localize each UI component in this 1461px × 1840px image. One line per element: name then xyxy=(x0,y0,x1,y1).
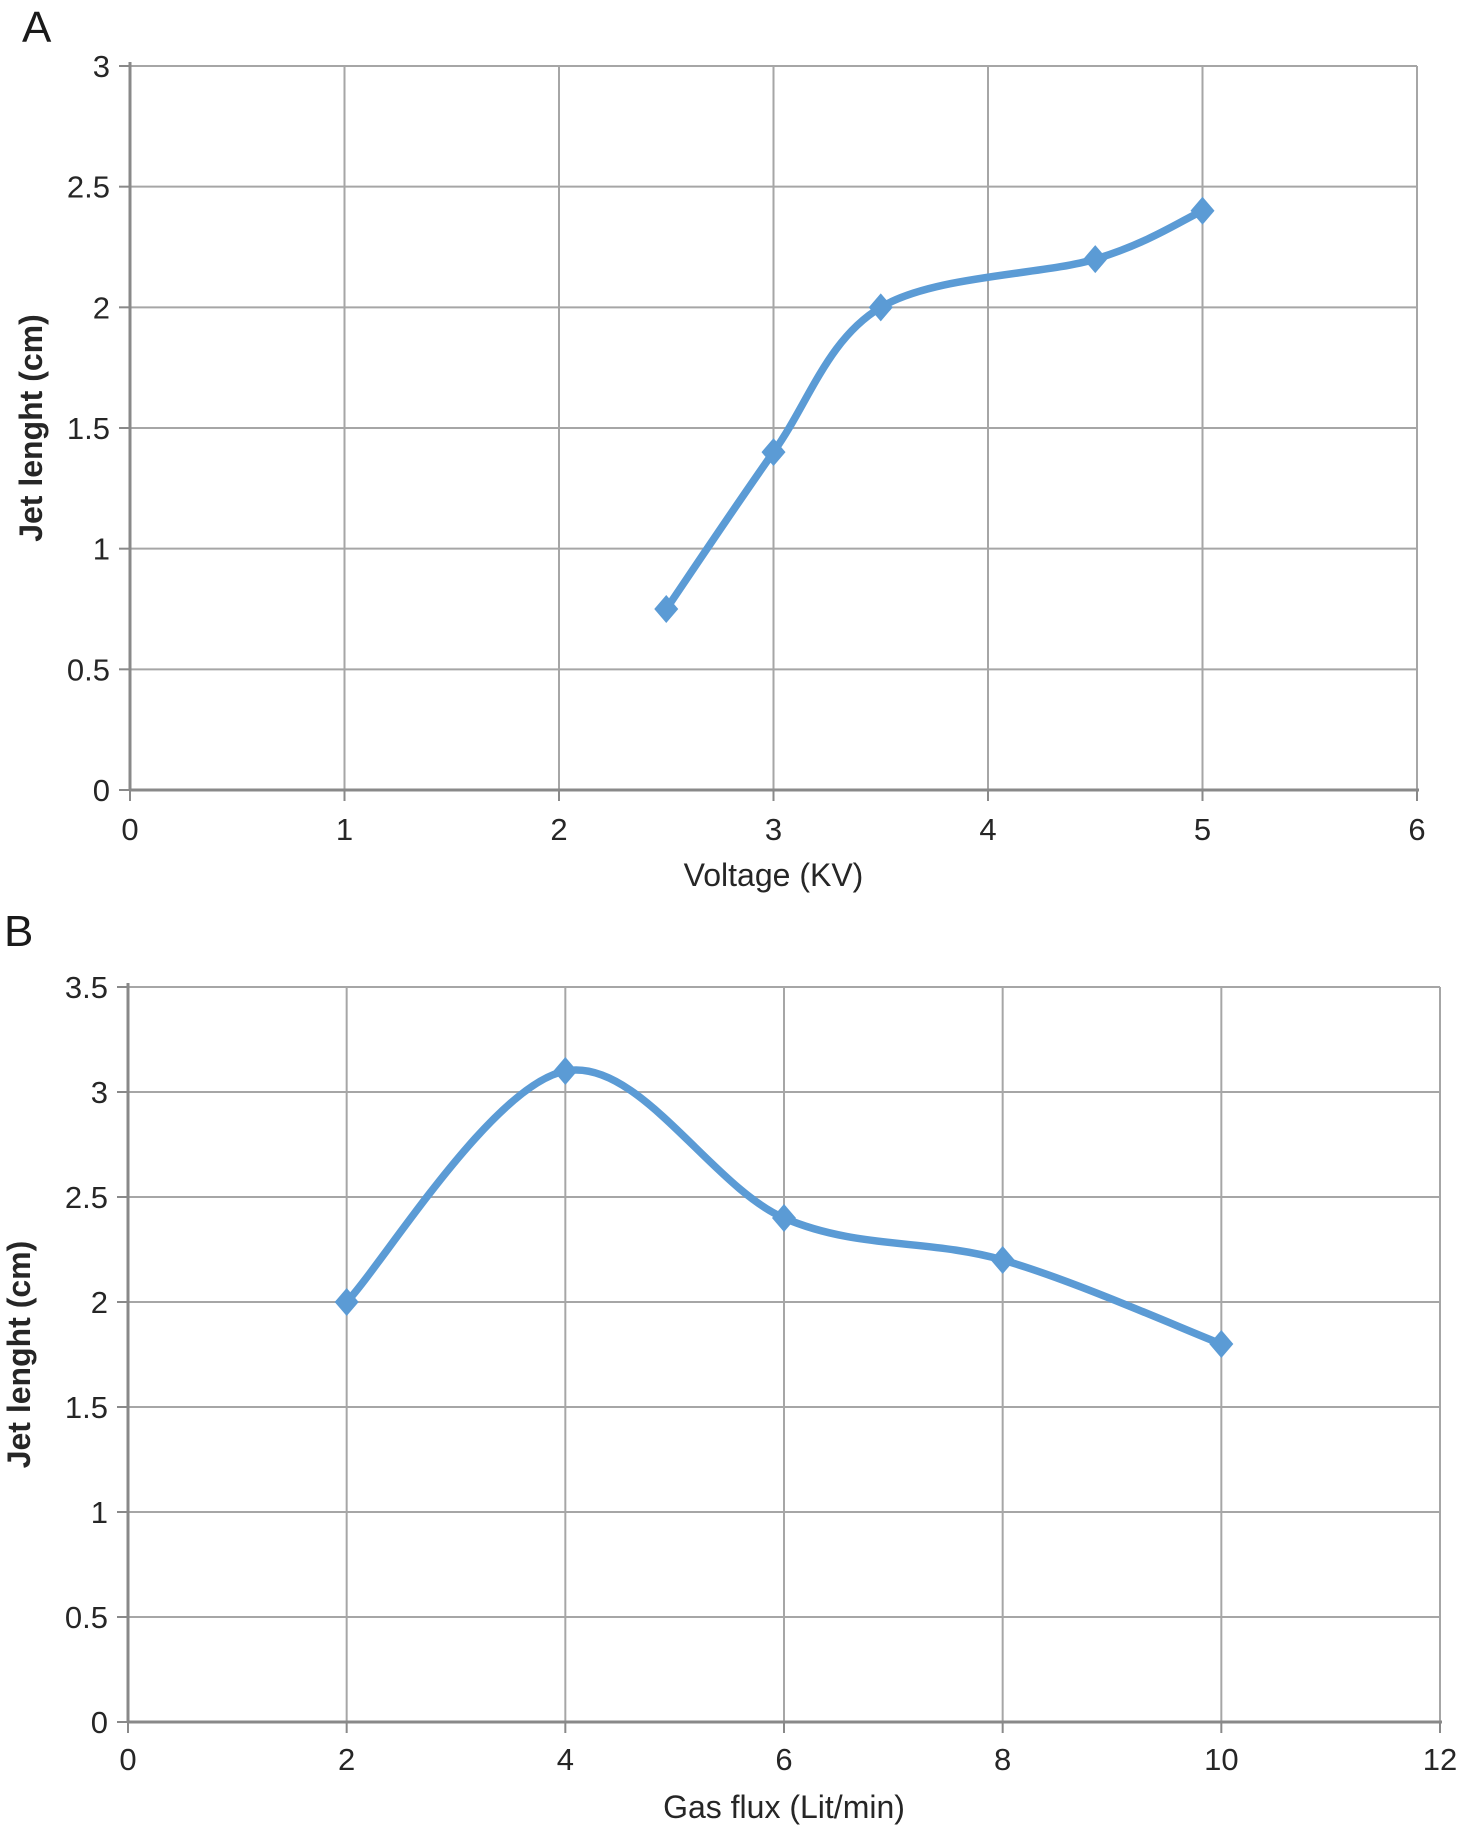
y-tick-label: 2.5 xyxy=(65,1180,108,1215)
y-tick-label: 3 xyxy=(93,49,110,84)
x-tick-label: 6 xyxy=(775,1742,792,1777)
y-tick-label: 2.5 xyxy=(67,170,110,205)
chart-voltage-vs-jet-length: 0 1 2 3 4 5 6 0 0.5 1 1.5 2 2.5 3 Voltage (KV) Jet leng… xyxy=(13,49,1426,893)
data-point-marker xyxy=(1190,196,1215,225)
x-tick-label: 0 xyxy=(119,1742,136,1777)
y-tick-label: 2 xyxy=(93,290,110,325)
x-tick-label: 12 xyxy=(1423,1742,1457,1777)
data-point-marker xyxy=(868,293,893,322)
x-tick-label: 1 xyxy=(336,812,353,847)
data-point-marker xyxy=(1209,1330,1234,1358)
y-tick-label: 0 xyxy=(91,1705,108,1740)
x-tick-label: 3 xyxy=(765,812,782,847)
panel-b-label: B xyxy=(4,907,34,956)
y-tick-label: 3.5 xyxy=(65,970,108,1005)
x-tick-label: 6 xyxy=(1408,812,1425,847)
data-point-marker xyxy=(334,1288,359,1316)
data-point-marker xyxy=(654,595,679,623)
x-tick-label: 4 xyxy=(979,812,996,847)
panel-b: B 0 2 4 6 8 10 12 0 0.5 1 1.5 2 2.5 3 3.5 Gas flux (Lit… xyxy=(0,910,1461,1840)
x-tick-label: 5 xyxy=(1194,812,1211,847)
data-point-marker xyxy=(553,1057,578,1085)
data-point-marker xyxy=(761,438,786,467)
y-axis-title: Jet lenght (cm) xyxy=(13,314,49,542)
data-point-marker xyxy=(772,1204,796,1232)
data-point-marker xyxy=(1083,245,1108,274)
x-tick-label: 4 xyxy=(557,1742,574,1777)
y-tick-label: 3 xyxy=(91,1075,108,1110)
x-tick-label: 2 xyxy=(338,1742,355,1777)
y-tick-label: 0.5 xyxy=(67,652,110,687)
y-tick-label: 2 xyxy=(91,1285,108,1320)
panel-a-label: A xyxy=(22,3,52,52)
x-tick-label: 10 xyxy=(1204,1742,1238,1777)
chart-gasflux-vs-jet-length: 0 2 4 6 8 10 12 0 0.5 1 1.5 2 2.5 3 3.5 Gas flux (Lit/m… xyxy=(1,970,1457,1825)
x-tick-label: 8 xyxy=(994,1742,1011,1777)
x-tick-label: 0 xyxy=(121,812,138,847)
panel-a: A 0 1 2 3 4 5 6 0 0.5 1 1.5 2 2.5 3 Voltage (KV) Jet le… xyxy=(0,0,1461,910)
y-tick-label: 1 xyxy=(93,532,110,567)
y-axis-title: Jet lenght (cm) xyxy=(1,1241,37,1469)
y-tick-label: 0 xyxy=(93,773,110,808)
y-tick-label: 0.5 xyxy=(65,1600,108,1635)
y-tick-label: 1 xyxy=(91,1495,108,1530)
x-axis-title: Gas flux (Lit/min) xyxy=(663,1789,905,1825)
y-tick-label: 1.5 xyxy=(65,1390,108,1425)
x-tick-label: 2 xyxy=(550,812,567,847)
x-axis-title: Voltage (KV) xyxy=(684,857,864,893)
series-line xyxy=(342,1066,1226,1348)
data-point-marker xyxy=(990,1246,1015,1274)
y-tick-label: 1.5 xyxy=(67,411,110,446)
